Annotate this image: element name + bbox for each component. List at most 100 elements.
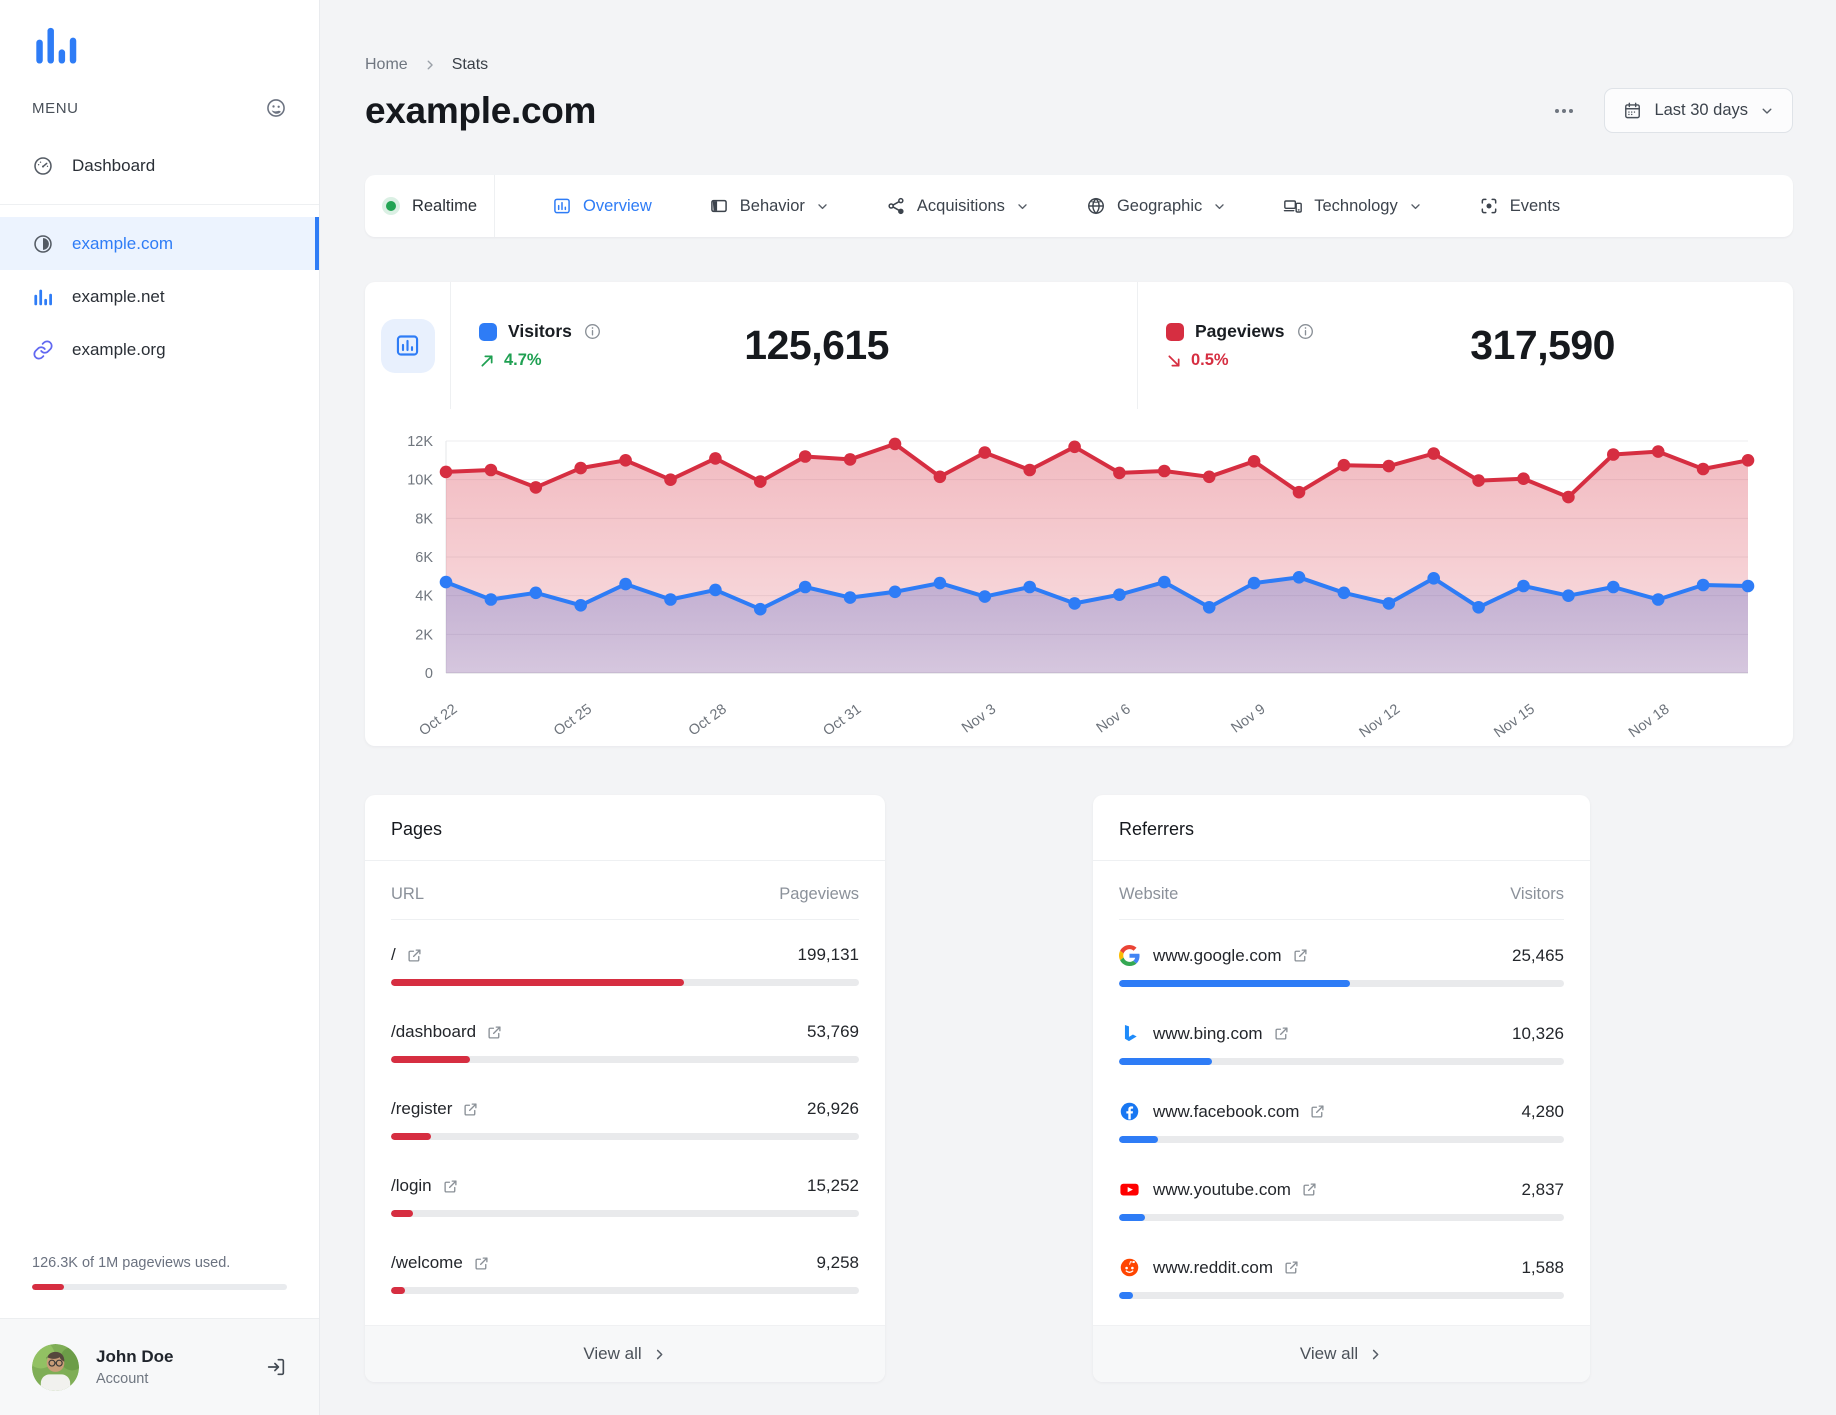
chevron-right-icon [1368, 1347, 1383, 1362]
pages-view-all-button[interactable]: View all [365, 1325, 885, 1382]
overview-chart-icon [552, 196, 572, 216]
sidebar-site-example-com[interactable]: example.com [0, 217, 319, 270]
more-options-icon[interactable] [1552, 99, 1576, 123]
app-logo[interactable] [0, 0, 319, 69]
referrer-row[interactable]: www.youtube.com 2,837 [1119, 1154, 1564, 1232]
external-link-icon[interactable] [1273, 1025, 1290, 1042]
reddit-favicon [1119, 1257, 1140, 1278]
sidebar-site-example-org[interactable]: example.org [0, 323, 319, 376]
pageviews-bar [391, 1287, 859, 1294]
breadcrumb: Home Stats [365, 56, 1793, 74]
trend-down-icon [1168, 354, 1180, 367]
external-link-icon[interactable] [1309, 1103, 1326, 1120]
column-header-visitors: Visitors [1510, 885, 1564, 903]
page-row[interactable]: /dashboard 53,769 [391, 997, 859, 1074]
svg-text:0: 0 [425, 666, 433, 682]
sidebar-item-dashboard[interactable]: Dashboard [0, 139, 319, 192]
visitors-value: 2,837 [1521, 1179, 1564, 1199]
logo-bar-chart-icon [36, 27, 77, 64]
pageviews-value: 53,769 [807, 1022, 859, 1041]
external-link-icon[interactable] [1301, 1181, 1318, 1198]
external-link-icon[interactable] [1292, 947, 1309, 964]
pages-panel: Pages URL Pageviews / 199,131/dashboard 53… [365, 795, 885, 1382]
date-range-button[interactable]: Last 30 days [1604, 88, 1793, 133]
referrer-site: www.google.com [1153, 945, 1282, 965]
pageviews-value: 15,252 [807, 1176, 859, 1195]
referrer-row[interactable]: www.facebook.com 4,280 [1119, 1076, 1564, 1154]
page-row[interactable]: / 199,131 [391, 920, 859, 997]
visitors-label: Visitors [508, 321, 572, 341]
tab-geographic[interactable]: Geographic [1086, 196, 1226, 216]
sidebar-divider [0, 204, 319, 205]
tab-label: Realtime [411, 196, 478, 215]
tab-acquisitions[interactable]: Acquisitions [886, 196, 1029, 216]
visitors-bar [1119, 1058, 1564, 1065]
page-row[interactable]: /welcome 9,258 [391, 1228, 859, 1305]
chevron-down-icon [1409, 200, 1422, 213]
gauge-icon [32, 155, 54, 177]
visitors-bar [1119, 1136, 1564, 1143]
sidebar-item-label: Dashboard [72, 155, 156, 175]
external-link-icon[interactable] [1283, 1259, 1300, 1276]
column-header-pageviews: Pageviews [779, 885, 859, 903]
pageviews-bar [391, 1133, 859, 1140]
sidebar: MENU Dashboard [0, 0, 320, 1415]
logout-icon[interactable] [265, 1356, 287, 1378]
pageviews-delta: 0.5% [1166, 351, 1315, 370]
tab-realtime[interactable]: Realtime [365, 175, 495, 237]
referrer-site: www.reddit.com [1153, 1257, 1273, 1277]
svg-text:Oct 28: Oct 28 [686, 701, 730, 739]
page-url: /register [391, 1099, 453, 1118]
referrer-row[interactable]: www.bing.com 10,326 [1119, 998, 1564, 1076]
tab-label: Technology [1314, 196, 1398, 215]
svg-text:2K: 2K [415, 627, 433, 643]
chart-chip-icon [380, 318, 435, 373]
visitors-bar [1119, 1214, 1564, 1221]
tab-overview[interactable]: Overview [552, 196, 652, 216]
chevron-down-icon [1760, 104, 1774, 118]
external-link-icon[interactable] [486, 1024, 503, 1041]
breadcrumb-home[interactable]: Home [365, 56, 408, 73]
youtube-favicon [1119, 1179, 1140, 1200]
info-icon[interactable] [583, 322, 602, 341]
external-link-icon[interactable] [442, 1178, 459, 1195]
contrast-icon [32, 233, 54, 255]
tab-behavior[interactable]: Behavior [709, 196, 829, 216]
visitors-bar [1119, 1292, 1564, 1299]
calendar-icon [1623, 101, 1642, 120]
page-url: / [391, 945, 396, 964]
referrers-view-all-button[interactable]: View all [1093, 1325, 1590, 1382]
referrer-row[interactable]: www.google.com 25,465 [1119, 920, 1564, 998]
external-link-icon[interactable] [473, 1255, 490, 1272]
svg-text:8K: 8K [415, 511, 433, 527]
account-sub-label: Account [96, 1371, 149, 1387]
visitors-value: 1,588 [1521, 1257, 1564, 1277]
avatar [32, 1343, 79, 1391]
account-section[interactable]: John Doe Account [0, 1318, 319, 1415]
tab-technology[interactable]: Technology [1283, 196, 1421, 216]
sidebar-site-example-net[interactable]: example.net [0, 270, 319, 323]
page-title: example.com [365, 89, 597, 131]
chevron-down-icon [1016, 200, 1029, 213]
tab-label: Behavior [739, 196, 805, 215]
page-row[interactable]: /register 26,926 [391, 1074, 859, 1151]
pageviews-value: 199,131 [797, 945, 859, 964]
svg-text:Nov 9: Nov 9 [1228, 701, 1268, 736]
visitors-value: 125,615 [744, 322, 889, 368]
svg-text:10K: 10K [407, 473, 433, 489]
info-icon[interactable] [1296, 322, 1315, 341]
pageviews-legend-swatch [1166, 322, 1184, 341]
profile-face-icon[interactable] [265, 97, 287, 119]
referrer-row[interactable]: www.reddit.com 1,588 [1119, 1232, 1564, 1310]
tab-bar: Realtime Overview Behavior [365, 175, 1793, 237]
date-range-label: Last 30 days [1654, 101, 1748, 119]
external-link-icon[interactable] [406, 947, 423, 964]
layout-columns-icon [709, 196, 729, 216]
pageviews-label: Pageviews [1195, 321, 1285, 341]
page-row[interactable]: /login 15,252 [391, 1151, 859, 1228]
svg-text:Nov 6: Nov 6 [1094, 701, 1134, 736]
facebook-favicon [1119, 1101, 1140, 1122]
tab-events[interactable]: Events [1479, 196, 1560, 216]
external-link-icon[interactable] [462, 1101, 479, 1118]
traffic-chart: 0 2K 4K 6K 8K 10K 12K Oct 22 Oct 25 Oct 28 Oct 31 N… [407, 434, 1755, 741]
